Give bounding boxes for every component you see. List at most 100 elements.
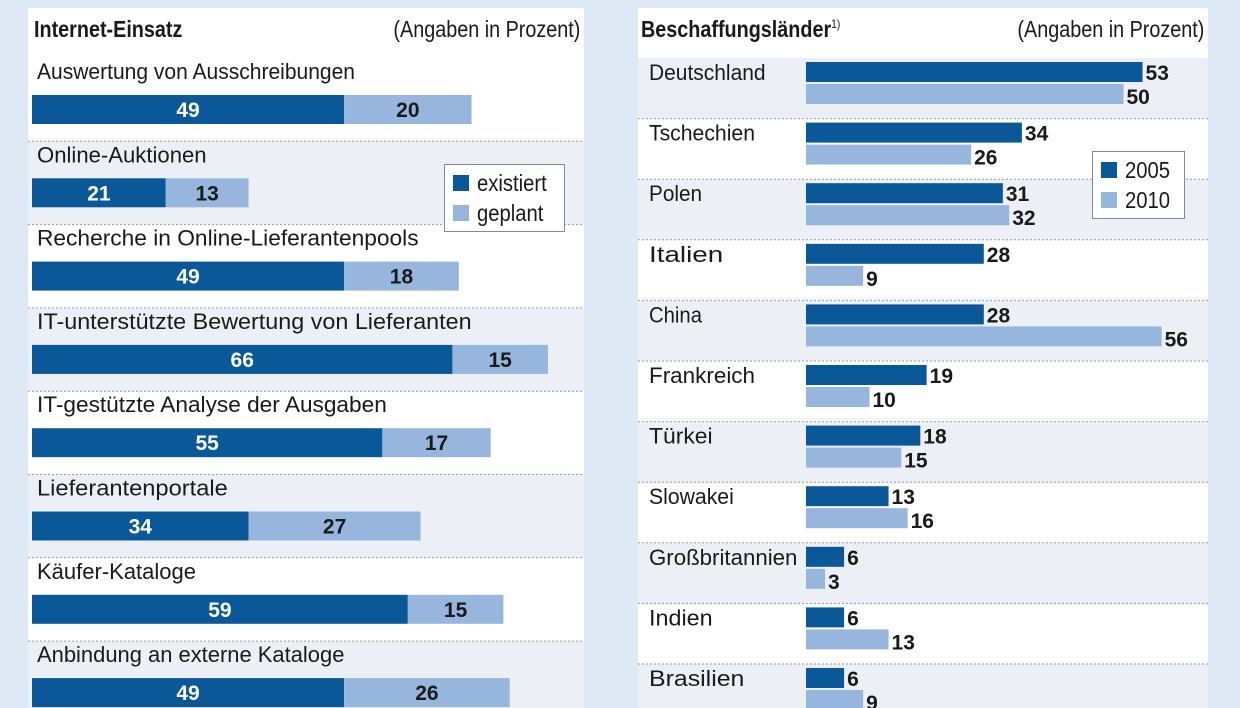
bar-existing (32, 428, 383, 458)
bar-existing (32, 95, 345, 124)
bar-planned (344, 95, 472, 124)
value-label-2005: 18 (923, 426, 947, 449)
category-label: Lieferantenportale (37, 476, 228, 501)
value-label-2005: 19 (930, 365, 953, 388)
internet-usage-legend: existiert geplant (444, 164, 566, 232)
category-label: IT-unterstützte Bewertung von Lieferante… (37, 309, 472, 334)
value-label-2005: 34 (1025, 123, 1049, 146)
bar-2010 (806, 265, 864, 286)
value-label-planned: 27 (323, 516, 346, 539)
country-label: Polen (649, 181, 702, 206)
bar-existing (32, 261, 345, 291)
bar-2005 (806, 546, 845, 567)
bar-2010 (806, 508, 908, 529)
value-label-existing: 34 (129, 516, 153, 539)
legend-swatch-2005 (1101, 162, 1117, 178)
bar-2010 (806, 205, 1010, 226)
bar-2005 (806, 183, 1003, 204)
bar-existing (32, 178, 166, 208)
value-label-2010: 13 (892, 631, 915, 654)
value-label-existing: 49 (176, 266, 199, 289)
bar-2010 (806, 144, 972, 165)
value-label-2005: 6 (847, 607, 859, 630)
category-label: Käufer-Kataloge (37, 559, 196, 584)
bar-2005 (806, 122, 1022, 143)
value-label-2010: 15 (904, 450, 928, 473)
legend-swatch-existing (453, 175, 469, 191)
bar-2010 (806, 690, 864, 708)
sourcing-countries-panel: Beschaffungsländer1) (Angaben in Prozent… (638, 8, 1208, 708)
category-label: Anbindung an externe Kataloge (37, 642, 344, 667)
bar-planned (165, 178, 249, 208)
legend-item-existing: existiert (453, 168, 556, 198)
legend-label-planned: geplant (477, 199, 544, 226)
value-label-planned: 15 (444, 599, 468, 622)
bar-2005 (806, 304, 984, 325)
bar-existing (32, 511, 249, 541)
country-label: Frankreich (649, 363, 755, 388)
value-label-planned: 18 (390, 266, 414, 289)
value-label-planned: 13 (195, 182, 218, 205)
bar-2005 (806, 668, 845, 688)
country-label: Tschechien (649, 121, 755, 146)
value-label-existing: 49 (176, 682, 199, 705)
footnote-marker: 1) (831, 17, 841, 31)
bar-2010 (806, 326, 1162, 347)
value-label-existing: 66 (231, 349, 254, 372)
bar-2010 (806, 84, 1124, 104)
bar-existing (32, 344, 453, 374)
value-label-2010: 50 (1127, 86, 1150, 109)
value-label-planned: 17 (425, 432, 448, 455)
value-label-planned: 15 (489, 349, 513, 372)
legend-label-2010: 2010 (1125, 186, 1171, 213)
bar-2005 (806, 486, 889, 507)
country-label: Indien (649, 605, 713, 630)
value-label-existing: 49 (176, 99, 199, 122)
value-label-planned: 26 (415, 682, 438, 705)
bar-2005 (806, 607, 845, 628)
sourcing-countries-subtitle: (Angaben in Prozent) (1017, 16, 1204, 42)
value-label-2005: 31 (1006, 183, 1030, 206)
sourcing-countries-title: Beschaffungsländer1) (641, 16, 840, 43)
value-label-2010: 32 (1012, 207, 1035, 230)
legend-swatch-planned (453, 205, 469, 221)
bar-2010 (806, 387, 870, 407)
legend-item-2010: 2010 (1101, 185, 1176, 215)
country-label: China (649, 302, 703, 327)
legend-label-existing: existiert (477, 169, 547, 196)
bar-2005 (806, 365, 927, 385)
bar-2005 (806, 62, 1143, 82)
country-label: Deutschland (649, 60, 766, 85)
category-label: Online-Auktionen (37, 142, 207, 167)
value-label-existing: 21 (87, 182, 111, 205)
value-label-existing: 59 (208, 599, 231, 622)
legend-item-planned: geplant (453, 198, 556, 228)
internet-usage-panel: Internet-Einsatz (Angaben in Prozent) Au… (28, 8, 584, 708)
value-label-2010: 16 (911, 510, 934, 533)
country-label: Türkei (649, 424, 713, 449)
value-label-2010: 9 (866, 692, 878, 708)
value-label-2010: 10 (873, 389, 896, 412)
internet-usage-title: Internet-Einsatz (34, 16, 183, 42)
value-label-existing: 55 (195, 432, 219, 455)
bar-planned (452, 344, 548, 374)
value-label-2010: 9 (866, 268, 878, 291)
bar-planned (382, 428, 491, 458)
bar-existing (32, 594, 408, 624)
bar-planned (407, 594, 504, 624)
value-label-2005: 6 (847, 547, 859, 570)
internet-usage-subtitle: (Angaben in Prozent) (393, 16, 580, 42)
value-label-2010: 3 (828, 571, 840, 594)
value-label-planned: 20 (396, 99, 419, 122)
bar-2005 (806, 243, 984, 264)
category-label: IT-gestützte Analyse der Ausgaben (37, 392, 387, 417)
row-band (638, 542, 1208, 604)
value-label-2005: 6 (847, 668, 859, 691)
sourcing-countries-title-text: Beschaffungsländer (641, 16, 832, 42)
legend-swatch-2010 (1101, 192, 1117, 208)
value-label-2005: 28 (987, 304, 1011, 327)
bar-planned (248, 511, 421, 541)
sourcing-countries-legend: 2005 2010 (1092, 151, 1186, 219)
category-label: Auswertung von Ausschreibungen (37, 59, 355, 84)
